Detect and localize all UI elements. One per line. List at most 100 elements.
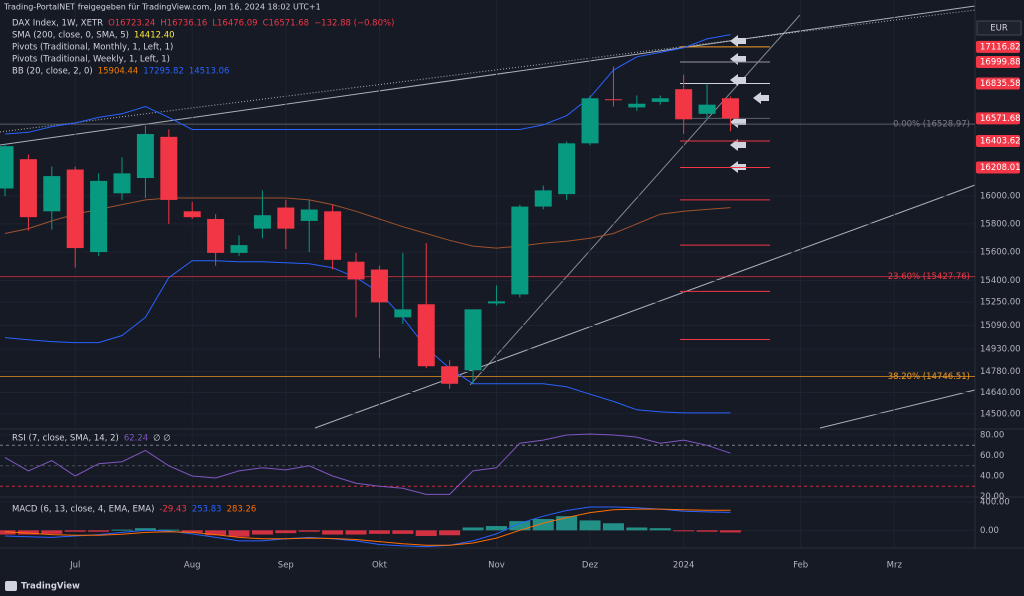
y-tick-label: 0.00 bbox=[980, 526, 999, 536]
legend-label: SMA (200, close, 0, SMA, 5) bbox=[12, 31, 129, 41]
logo-icon bbox=[5, 581, 17, 591]
candle-body bbox=[487, 301, 505, 304]
histogram-bar bbox=[392, 530, 414, 534]
series-line bbox=[4, 34, 731, 135]
series-line bbox=[4, 260, 731, 414]
candle-body bbox=[183, 211, 201, 218]
legend-value: 283.26 bbox=[227, 505, 257, 515]
candle-body bbox=[19, 159, 37, 218]
legend-label: RSI (7, close, SMA, 14, 2) bbox=[12, 434, 119, 444]
histogram-bar bbox=[462, 527, 484, 531]
candle-body bbox=[558, 143, 576, 195]
trend-line bbox=[819, 389, 976, 429]
legend-label: Pivots (Traditional, Monthly, 1, Left, 1… bbox=[12, 43, 173, 53]
histogram-bar bbox=[602, 523, 624, 531]
candle-body bbox=[253, 215, 271, 229]
x-tick-label: Nov bbox=[488, 561, 505, 571]
histogram-bar bbox=[298, 530, 320, 532]
legend-label: DAX Index, 1W, XETR bbox=[12, 19, 103, 29]
legend-value: L16476.09 bbox=[212, 19, 257, 29]
histogram-bar bbox=[134, 528, 156, 531]
legend-value: -29.43 bbox=[159, 505, 186, 515]
histogram-bar bbox=[649, 528, 671, 531]
histogram-bar bbox=[88, 530, 110, 532]
candle-body bbox=[0, 146, 14, 189]
trend-line bbox=[314, 184, 976, 429]
y-tick-label: 14780.00 bbox=[980, 367, 1021, 377]
currency-box bbox=[976, 20, 1022, 36]
histogram-bar bbox=[0, 530, 16, 535]
histogram-bar bbox=[345, 530, 367, 535]
x-tick-label: Mrz bbox=[887, 561, 903, 571]
histogram-bar bbox=[673, 530, 695, 532]
legend-value: H16736.16 bbox=[160, 19, 207, 29]
histogram-bar bbox=[415, 530, 437, 536]
series-line bbox=[4, 508, 731, 546]
arrow bbox=[730, 139, 746, 151]
arrow bbox=[730, 116, 746, 128]
candle-body bbox=[394, 309, 412, 318]
histogram-bar bbox=[181, 530, 203, 533]
fib-label: 23.60% (15427.76) bbox=[888, 272, 970, 282]
currency: EUR bbox=[990, 24, 1008, 34]
legend-value: 253.83 bbox=[192, 505, 222, 515]
candle-body bbox=[230, 245, 248, 253]
header: Trading-PortalNET freigegeben für Tradin… bbox=[3, 3, 321, 12]
candle-body bbox=[581, 98, 599, 144]
y-tick-label: 14930.00 bbox=[980, 345, 1021, 355]
histogram-bar bbox=[556, 516, 578, 531]
y-tick-label: 14500.00 bbox=[980, 409, 1021, 419]
candle-body bbox=[511, 206, 529, 295]
histogram-bar bbox=[485, 526, 507, 531]
y-tick-label: 16000.00 bbox=[980, 192, 1021, 202]
trend-line bbox=[469, 14, 801, 386]
footer-logo: TradingView bbox=[21, 582, 80, 592]
legend-label: Pivots (Traditional, Weekly, 1, Left, 1) bbox=[12, 55, 170, 65]
candle-body bbox=[90, 180, 108, 253]
histogram-bar bbox=[205, 530, 227, 536]
candle-body bbox=[347, 261, 365, 280]
legend-value: O16723.24 bbox=[108, 19, 155, 29]
candle-body bbox=[628, 103, 646, 108]
histogram-bar bbox=[275, 530, 297, 534]
histogram-bar bbox=[228, 530, 250, 537]
histogram-bar bbox=[509, 521, 531, 531]
price-label-box bbox=[976, 77, 1020, 90]
histogram-bar bbox=[111, 529, 133, 531]
histogram-bar bbox=[626, 527, 648, 531]
fib-label: 38.20% (14746.51) bbox=[888, 372, 970, 382]
histogram-bar bbox=[579, 520, 601, 531]
histogram-bar bbox=[64, 530, 86, 532]
candle-body bbox=[113, 173, 131, 194]
histogram-bar bbox=[696, 530, 718, 532]
x-tick-label: Aug bbox=[184, 561, 201, 571]
legend-value: 14412.40 bbox=[134, 31, 175, 41]
histogram-bar bbox=[322, 530, 344, 535]
legend-value: −132.88 (−0.80%) bbox=[314, 19, 394, 29]
candle-body bbox=[417, 304, 435, 367]
y-tick-label: 60.00 bbox=[980, 451, 1004, 461]
histogram-bar bbox=[439, 530, 461, 536]
price-label-box bbox=[976, 55, 1020, 68]
candle-body bbox=[698, 104, 716, 114]
series-line bbox=[4, 506, 731, 548]
candle-body bbox=[534, 190, 552, 207]
histogram-bar bbox=[532, 519, 554, 531]
histogram-bar bbox=[41, 530, 63, 534]
price-label: 16571.68 bbox=[980, 114, 1021, 124]
candle-body bbox=[207, 218, 225, 253]
series-line bbox=[4, 197, 731, 249]
candle-body bbox=[300, 209, 318, 221]
drawings bbox=[0, 5, 976, 429]
y-tick-label: 15600.00 bbox=[980, 248, 1021, 258]
fib-label: 0.00% (16528.97) bbox=[893, 120, 970, 130]
legend-label: BB (20, close, 2, 0) bbox=[12, 67, 93, 77]
price-label-box bbox=[976, 161, 1020, 174]
histogram-bar bbox=[368, 530, 390, 534]
arrow bbox=[753, 92, 769, 104]
candle-body bbox=[370, 269, 388, 303]
y-tick-label: 15400.00 bbox=[980, 276, 1021, 286]
series-line bbox=[4, 433, 731, 495]
y-tick-label: 15800.00 bbox=[980, 219, 1021, 229]
